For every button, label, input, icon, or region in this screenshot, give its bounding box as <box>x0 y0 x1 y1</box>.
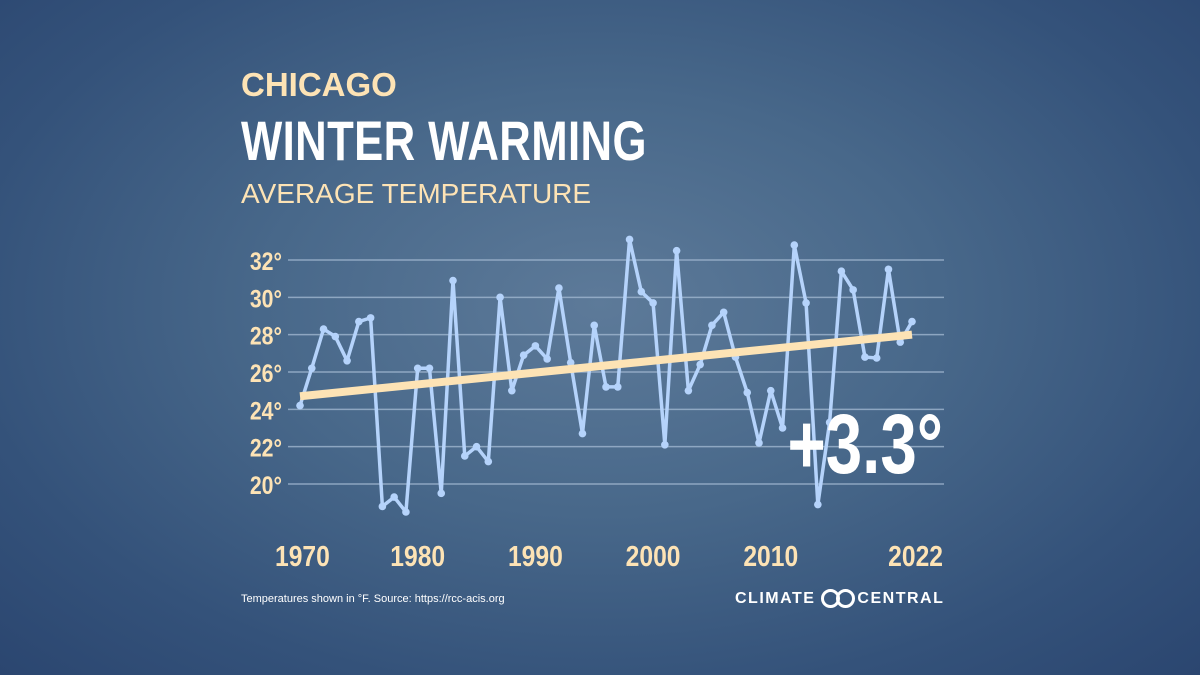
data-point <box>872 354 881 362</box>
x-tick-label: 1970 <box>275 540 330 572</box>
data-point <box>566 358 575 367</box>
data-point <box>743 388 752 397</box>
y-tick-label: 26° <box>250 359 282 387</box>
chart-subtitle: AVERAGE TEMPERATURE <box>241 178 592 209</box>
data-point <box>755 439 763 447</box>
data-point <box>602 383 610 391</box>
y-tick-label: 32° <box>250 247 282 275</box>
logo-text-right: CENTRAL <box>857 589 945 607</box>
data-point <box>578 429 587 438</box>
data-point <box>814 500 822 509</box>
data-point <box>884 265 893 274</box>
data-point <box>778 424 787 432</box>
x-tick-label: 1990 <box>508 540 563 572</box>
data-point <box>684 386 693 395</box>
data-point <box>319 325 328 333</box>
x-tick-label: 1980 <box>390 540 445 572</box>
data-point <box>460 452 469 460</box>
data-point <box>331 332 340 341</box>
data-point <box>719 308 728 317</box>
warming-annotation: +3.3° <box>787 397 943 491</box>
data-point <box>519 351 528 360</box>
data-point <box>696 360 704 369</box>
data-point <box>672 246 681 255</box>
data-point <box>437 489 446 498</box>
logo-rings-icon <box>821 589 856 608</box>
data-point <box>531 342 540 350</box>
y-tick-label: 28° <box>250 322 282 350</box>
y-tick-label: 30° <box>250 285 282 313</box>
data-point <box>508 386 516 395</box>
data-point <box>555 284 563 292</box>
data-point <box>496 293 504 302</box>
data-point <box>613 383 622 391</box>
data-point <box>343 357 351 365</box>
data-point <box>355 317 363 326</box>
data-point <box>908 317 916 326</box>
trend-line <box>299 330 913 401</box>
data-point <box>378 502 387 511</box>
x-tick-label: 2010 <box>743 540 798 572</box>
data-point <box>790 241 799 249</box>
city-label: CHICAGO <box>241 66 397 103</box>
data-point <box>307 364 316 373</box>
data-point <box>425 364 434 373</box>
data-point <box>390 493 398 501</box>
y-tick-label: 24° <box>250 397 282 425</box>
data-point <box>849 286 857 294</box>
data-point <box>625 235 634 244</box>
data-point <box>472 442 481 451</box>
data-point <box>661 441 669 449</box>
data-point <box>837 267 846 276</box>
chart-title: WINTER WARMING <box>241 109 647 172</box>
source-note: Temperatures shown in °F. Source: https:… <box>241 593 505 605</box>
data-point <box>366 314 375 322</box>
data-point <box>590 321 599 330</box>
y-tick-label: 20° <box>250 471 282 499</box>
data-point <box>402 508 410 516</box>
data-point <box>484 457 493 466</box>
y-tick-label: 22° <box>250 434 282 462</box>
climate-central-logo: CLIMATE CENTRAL <box>735 589 944 608</box>
data-point <box>802 299 810 307</box>
data-point <box>708 321 716 330</box>
data-point <box>861 353 869 361</box>
data-point <box>766 386 775 395</box>
data-point <box>825 418 834 427</box>
data-point <box>296 401 304 410</box>
data-point <box>637 287 646 296</box>
logo-text-left: CLIMATE <box>735 589 816 607</box>
data-point <box>649 299 657 307</box>
x-tick-label: 2000 <box>626 540 681 572</box>
data-point <box>896 338 905 346</box>
data-point <box>413 364 422 373</box>
x-tick-label: 2022 <box>888 540 943 572</box>
data-point <box>543 355 551 363</box>
data-point <box>449 276 457 285</box>
